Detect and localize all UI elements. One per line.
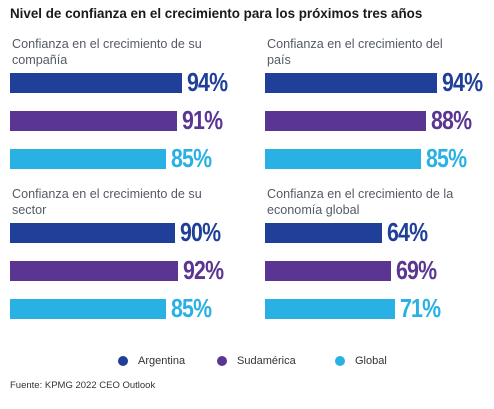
bar-argentina [265,223,382,243]
data-label: 94% [442,67,483,97]
bar-sudamerica [10,261,178,281]
data-label: 64% [387,217,428,247]
data-label: 90% [180,217,221,247]
data-label: 94% [187,67,228,97]
panel-compania: Confianza en el crecimiento de su compañ… [10,36,242,186]
data-label: 85% [171,143,212,173]
data-label: 92% [183,255,224,285]
data-label: 88% [431,105,472,135]
bar-global [10,299,166,319]
bar-argentina [265,73,437,93]
bar-global [10,149,166,169]
source-note: Fuente: KPMG 2022 CEO Outlook [10,380,156,391]
panel-sector: Confianza en el crecimiento de su sector… [10,186,242,336]
chart-title: Nivel de confianza en el crecimiento par… [10,6,423,21]
bar-sudamerica [265,261,391,281]
data-label: 69% [396,255,437,285]
legend-label-global: Global [355,355,387,367]
data-label: 91% [182,105,223,135]
panel-title: Confianza en el crecimiento de su sector [12,187,202,217]
data-label: 85% [426,143,467,173]
bar-sudamerica [265,111,426,131]
data-label: 71% [400,293,441,323]
panel-title: Confianza en el crecimiento de la econom… [267,187,454,217]
legend-swatch-sudamerica [217,356,227,366]
panel-title: Confianza en el crecimiento del país [267,37,443,67]
bar-global [265,299,395,319]
panel-economia-global: Confianza en el crecimiento de la econom… [265,186,494,336]
panel-pais: Confianza en el crecimiento del país 94% 8… [265,36,494,186]
bar-global [265,149,421,169]
legend-label-sudamerica: Sudamérica [237,355,296,367]
legend-label-argentina: Argentina [138,355,186,367]
legend: Argentina Sudamérica Global [0,353,494,371]
data-label: 85% [171,293,212,323]
legend-swatch-global [335,356,345,366]
bar-sudamerica [10,111,177,131]
legend-swatch-argentina [118,356,128,366]
bar-argentina [10,223,175,243]
panel-title: Confianza en el crecimiento de su compañ… [12,37,202,67]
bar-argentina [10,73,182,93]
